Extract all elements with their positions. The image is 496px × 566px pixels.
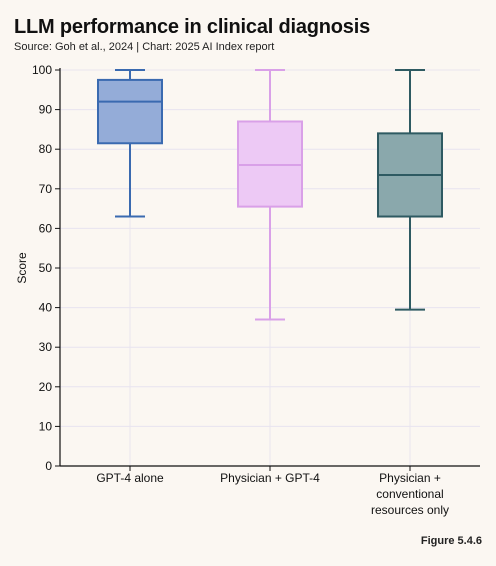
y-tick-label: 50 [39,261,53,275]
x-tick-label: conventional [376,487,443,501]
y-tick-label: 10 [39,419,53,433]
y-tick-label: 60 [39,221,53,235]
box-iqr [97,78,163,145]
y-tick-label: 80 [39,142,53,156]
x-tick-label: Physician + [379,471,441,485]
y-tick-label: 100 [32,63,52,77]
x-tick-label: Physician + GPT-4 [220,471,320,485]
y-tick-label: 90 [39,103,53,117]
y-tick-label: 20 [39,380,53,394]
x-tick-label: GPT-4 alone [96,471,164,485]
y-tick-label: 30 [39,340,53,354]
x-tick-label: resources only [371,503,449,517]
y-tick-label: 0 [45,459,52,473]
y-tick-label: 40 [39,301,53,315]
y-axis-title: Score [15,252,29,284]
figure-label: Figure 5.4.6 [420,535,482,547]
chart-subtitle: Source: Goh et al., 2024 | Chart: 2025 A… [14,41,275,53]
y-tick-label: 70 [39,182,53,196]
chart-title: LLM performance in clinical diagnosis [14,16,371,38]
